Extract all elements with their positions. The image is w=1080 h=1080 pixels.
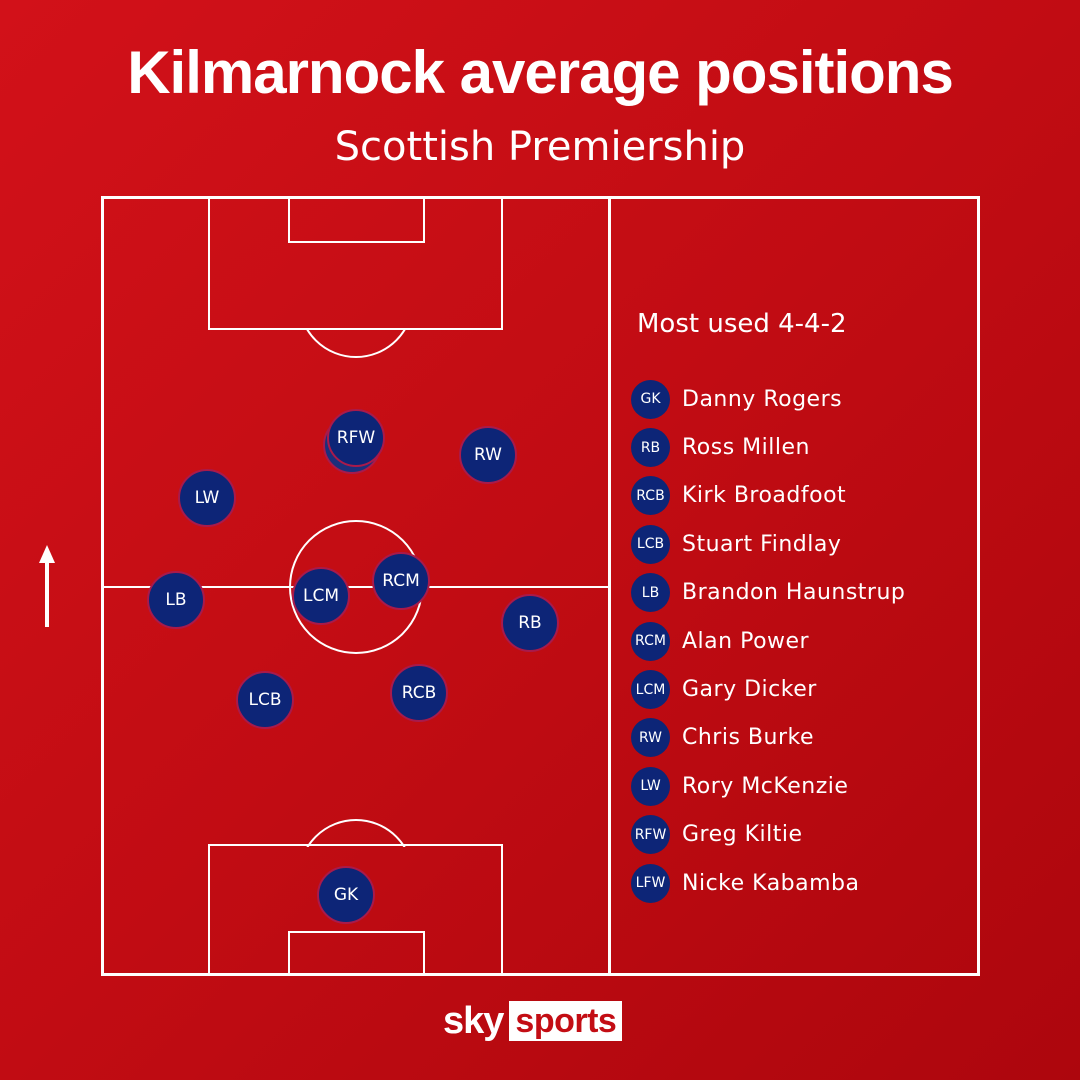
attack-direction-arrow-icon [39,545,55,627]
roster-item: RCB Kirk Broadfoot [631,472,905,520]
player-marker-rfw: RFW [327,409,385,467]
player-marker-lb: LB [147,571,205,629]
player-name: Alan Power [682,628,810,654]
roster-item: LCB Stuart Findlay [631,520,905,568]
player-name: Ross Millen [682,435,810,461]
player-marker-gk: GK [317,866,375,924]
position-badge: RCB [631,476,670,516]
top-penalty-box [208,199,503,330]
player-marker-lcb: LCB [236,671,294,729]
roster-item: RFW Greg Kiltie [631,811,905,859]
player-name: Chris Burke [682,725,814,751]
roster-item: LCM Gary Dicker [631,665,905,713]
player-name: Rory McKenzie [682,773,849,799]
bottom-penalty-arc [298,819,414,847]
roster-item: LFW Nicke Kabamba [631,859,905,907]
position-badge: LCB [631,524,670,564]
position-badge: RCM [631,621,670,661]
position-badge: GK [631,379,670,419]
player-marker-lcm: LCM [292,567,350,625]
bottom-goal-box [288,931,425,973]
roster-item: RB Ross Millen [631,423,905,471]
player-marker-rcm: RCM [372,552,430,610]
player-marker-rb: RB [501,594,559,652]
roster-item: RCM Alan Power [631,617,905,665]
player-roster: GK Danny Rogers RB Ross Millen RCB Kirk Broad… [631,375,905,907]
roster-item: GK Danny Rogers [631,375,905,423]
player-name: Stuart Findlay [682,531,842,557]
position-badge: RB [631,428,670,468]
page-subtitle: Scottish Premiership [334,124,746,170]
pitch: RFW RW LW LB LCM RCM RB LCB RCB GK [104,199,611,973]
position-badge: LB [631,573,670,613]
top-goal-box [288,199,425,243]
roster-item: RW Chris Burke [631,714,905,762]
player-name: Brandon Haunstrup [682,580,906,606]
roster-item: LB Brandon Haunstrup [631,569,905,617]
position-badge: LW [631,766,670,806]
player-name: Danny Rogers [682,386,843,412]
position-badge: LFW [631,863,670,903]
position-badge: LCM [631,670,670,710]
player-marker-lw: LW [178,469,236,527]
player-name: Kirk Broadfoot [682,483,847,509]
player-marker-rcb: RCB [390,664,448,722]
position-badge: RW [631,718,670,758]
roster-item: LW Rory McKenzie [631,762,905,810]
position-badge: RFW [631,815,670,855]
player-name: Greg Kiltie [682,822,803,848]
page-title: Kilmarnock average positions [127,39,954,106]
bottom-penalty-box [208,844,503,973]
formation-board: RFW RW LW LB LCM RCM RB LCB RCB GK [101,196,980,976]
legend-title: Most used 4-4-2 [637,309,847,339]
player-marker-rw: RW [459,426,517,484]
player-name: Gary Dicker [682,677,817,703]
player-name: Nicke Kabamba [682,870,860,896]
sky-sports-logo: sky sports [443,1000,623,1042]
top-penalty-arc [298,330,414,358]
